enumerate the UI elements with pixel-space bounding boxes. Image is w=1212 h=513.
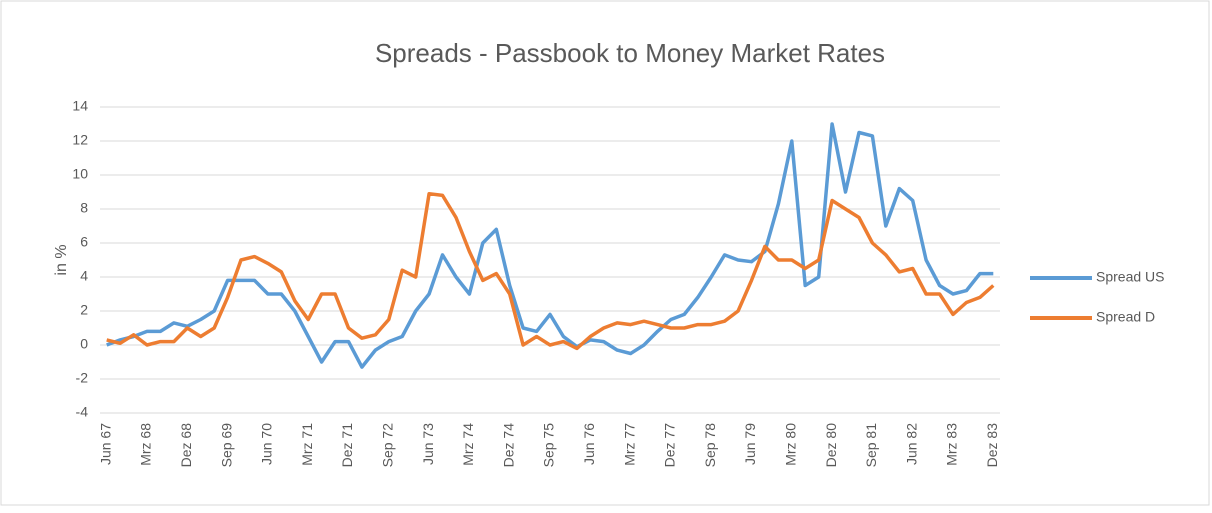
- x-tick-label: Dez 83: [984, 423, 1000, 468]
- y-tick-label: 14: [72, 98, 88, 114]
- x-tick-label: Sep 78: [702, 423, 718, 468]
- x-tick-label: Sep 72: [380, 423, 396, 468]
- y-tick-label: 6: [80, 234, 88, 250]
- x-tick-label: Dez 71: [339, 423, 355, 468]
- x-tick-label: Jun 79: [742, 423, 758, 465]
- chart-title: Spreads - Passbook to Money Market Rates: [375, 38, 885, 68]
- y-tick-label: -4: [76, 404, 89, 420]
- legend-label: Spread D: [1096, 309, 1155, 325]
- x-tick-label: Jun 70: [259, 423, 275, 465]
- y-tick-label: 4: [80, 268, 88, 284]
- x-tick-label: Mrz 74: [460, 423, 476, 466]
- x-tick-label: Dez 80: [823, 423, 839, 468]
- y-tick-label: -2: [76, 370, 89, 386]
- x-tick-label: Dez 74: [500, 423, 516, 468]
- x-tick-label: Mrz 71: [299, 423, 315, 466]
- y-tick-label: 0: [80, 336, 88, 352]
- line-series: [106, 191, 995, 351]
- y-tick-label: 8: [80, 200, 88, 216]
- x-tick-label: Jun 67: [97, 423, 113, 465]
- x-tick-label: Sep 75: [541, 423, 557, 468]
- x-tick-label: Dez 68: [178, 423, 194, 468]
- x-tick-label: Sep 81: [863, 423, 879, 468]
- x-tick-label: Jun 73: [420, 423, 436, 465]
- x-tick-label: Sep 69: [218, 423, 234, 468]
- x-tick-label: Dez 77: [662, 423, 678, 468]
- x-tick-label: Mrz 83: [944, 423, 960, 466]
- x-tick-label: Mrz 68: [138, 423, 154, 466]
- line-series: [106, 122, 994, 369]
- x-tick-label: Jun 82: [903, 423, 919, 465]
- x-tick-label: Mrz 80: [782, 423, 798, 466]
- legend-label: Spread US: [1096, 269, 1164, 285]
- x-tick-label: Jun 76: [581, 423, 597, 465]
- y-tick-label: 2: [80, 302, 88, 318]
- x-tick-label: Mrz 77: [621, 423, 637, 466]
- y-tick-label: 10: [72, 166, 88, 182]
- y-tick-label: 12: [72, 132, 88, 148]
- y-axis-label: in %: [53, 244, 70, 275]
